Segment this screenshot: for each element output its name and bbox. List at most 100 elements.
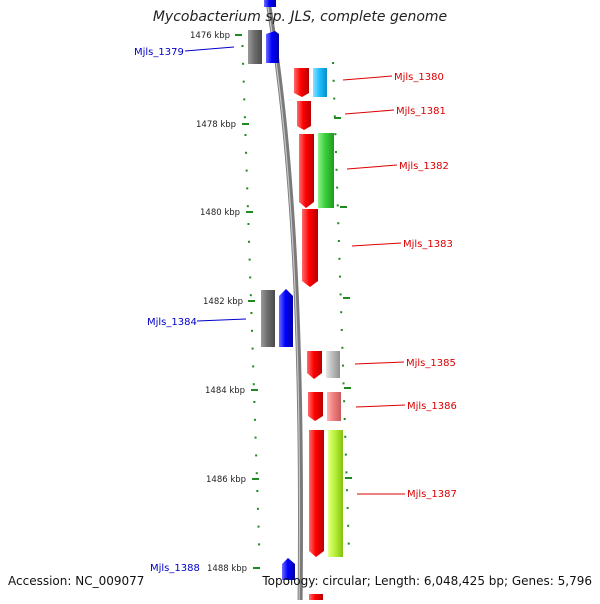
topology-text: Topology: circular; Length: 6,048,425 bp… <box>262 574 592 588</box>
gene-feature-left-1379[interactable] <box>248 30 279 64</box>
tick-dot-right-14 <box>340 311 343 314</box>
gene-feature-left-1388[interactable] <box>282 558 295 580</box>
tick-label-1484: 1484 kbp <box>205 386 245 396</box>
tick-dot-right-5 <box>334 151 337 153</box>
gene-feature-clipped-top <box>264 0 276 7</box>
tick-dot-left-0 <box>241 45 244 47</box>
tick-dot-right-8 <box>336 204 339 207</box>
gene-label-group-1387[interactable]: Mjls_1387 <box>357 489 457 500</box>
tick-label-1482: 1482 kbp <box>203 297 243 307</box>
gene-label-group-1384[interactable]: Mjls_1384 <box>147 317 247 328</box>
tick-dot-left-19 <box>252 383 255 386</box>
gene-feature-right-1386[interactable] <box>308 392 341 421</box>
tick-1478: 1478 kbp <box>196 120 249 130</box>
gene-label-1379[interactable]: Mjls_1379 <box>134 47 184 58</box>
gene-label-1387[interactable]: Mjls_1387 <box>407 489 457 500</box>
right-ticks <box>334 117 352 479</box>
gene-label-group-1388[interactable]: Mjls_1388 <box>150 563 200 574</box>
gene-feature-left-1384[interactable] <box>261 289 293 347</box>
tick-dot-left-20 <box>253 401 256 403</box>
tick-dot-right-19 <box>343 400 346 403</box>
gene-label-group-1381[interactable]: Mjls_1381 <box>344 106 446 117</box>
tick-dot-right-11 <box>338 257 341 260</box>
tick-dot-left-25 <box>256 490 259 492</box>
tick-dot-left-24 <box>255 472 258 475</box>
tick-dot-left-8 <box>246 187 249 190</box>
gene-feature-right-1383[interactable] <box>302 209 318 287</box>
tick-1484: 1484 kbp <box>205 386 258 396</box>
gene-label-group-1379[interactable]: Mjls_1379 <box>134 46 235 58</box>
accession-text: Accession: NC_009077 <box>8 574 145 588</box>
tick-label-1478: 1478 kbp <box>196 120 236 130</box>
gene-label-group-1385[interactable]: Mjls_1385 <box>354 358 456 369</box>
tick-dot-right-21 <box>344 435 347 438</box>
gene-feature-right-1387[interactable] <box>309 430 343 557</box>
tick-dot-right-20 <box>343 418 346 420</box>
gene-feature-right-1385[interactable] <box>307 351 340 379</box>
tick-dot-right-0 <box>332 62 335 64</box>
genome-backbone-highlight <box>266 0 301 604</box>
gene-label-group-1382[interactable]: Mjls_1382 <box>346 161 449 172</box>
tick-dot-right-7 <box>336 186 339 189</box>
tick-dot-right-6 <box>335 168 338 171</box>
tick-dot-left-28 <box>258 543 261 546</box>
tick-dot-right-10 <box>337 240 340 242</box>
gene-label-1380[interactable]: Mjls_1380 <box>394 72 444 83</box>
tick-dot-right-27 <box>347 542 350 545</box>
gene-feature-right-1381[interactable] <box>297 101 311 130</box>
tick-dot-left-7 <box>245 169 248 172</box>
tick-dot-right-3 <box>333 115 336 118</box>
gene-label-group-1383[interactable]: Mjls_1383 <box>351 239 453 250</box>
tick-label-1486: 1486 kbp <box>206 475 246 485</box>
tick-1480: 1480 kbp <box>200 208 253 218</box>
gene-feature-right-1382[interactable] <box>299 133 334 208</box>
tick-dot-left-14 <box>249 294 252 297</box>
tick-dot-right-9 <box>337 222 340 225</box>
gene-label-1381[interactable]: Mjls_1381 <box>396 106 446 117</box>
gene-label-group-1386[interactable]: Mjls_1386 <box>355 401 457 412</box>
tick-dot-left-3 <box>243 98 246 101</box>
gene-feature-right-1380[interactable] <box>294 68 327 97</box>
gene-label-1385[interactable]: Mjls_1385 <box>406 358 456 369</box>
tick-dot-right-1 <box>332 79 335 82</box>
tick-dot-right-18 <box>342 382 345 385</box>
tick-dot-right-26 <box>347 524 350 527</box>
tick-dot-left-17 <box>251 347 254 350</box>
tick-dot-left-4 <box>243 116 246 119</box>
tick-dot-right-23 <box>345 471 348 474</box>
tick-dot-right-2 <box>333 97 336 100</box>
tick-dot-left-22 <box>254 436 257 439</box>
gene-label-1382[interactable]: Mjls_1382 <box>399 161 449 172</box>
tick-dot-left-26 <box>256 507 259 510</box>
gene-label-1388[interactable]: Mjls_1388 <box>150 563 200 574</box>
tick-dot-left-12 <box>248 258 251 261</box>
gene-label-1384[interactable]: Mjls_1384 <box>147 317 197 328</box>
tick-dot-left-15 <box>250 312 253 314</box>
tick-dot-left-11 <box>248 240 251 243</box>
tick-dot-right-24 <box>346 489 349 492</box>
tick-dot-right-13 <box>339 293 342 296</box>
tick-guides <box>241 45 350 546</box>
gene-label-group-1380[interactable]: Mjls_1380 <box>342 72 444 83</box>
tick-label-1476: 1476 kbp <box>190 31 230 41</box>
tick-dot-right-15 <box>340 329 343 331</box>
tick-dot-left-2 <box>242 80 245 83</box>
tick-dot-right-12 <box>339 275 342 278</box>
gene-label-1386[interactable]: Mjls_1386 <box>407 401 457 412</box>
tick-dot-right-22 <box>344 453 347 456</box>
genome-title: Mycobacterium sp. JLS, complete genome <box>152 9 448 25</box>
tick-dot-left-6 <box>245 151 248 154</box>
tick-label-1488: 1488 kbp <box>207 564 247 574</box>
tick-dot-left-23 <box>255 454 258 457</box>
genome-backbone <box>265 0 304 604</box>
tick-1476: 1476 kbp <box>190 31 242 41</box>
tick-dot-left-9 <box>246 205 249 208</box>
tick-dot-left-5 <box>244 134 247 136</box>
gene-label-1383[interactable]: Mjls_1383 <box>403 239 453 250</box>
tick-dot-right-4 <box>334 133 337 136</box>
tick-label-1480: 1480 kbp <box>200 208 240 218</box>
tick-dot-left-21 <box>253 418 256 421</box>
tick-dot-left-16 <box>250 329 253 332</box>
tick-dot-left-18 <box>252 365 255 368</box>
